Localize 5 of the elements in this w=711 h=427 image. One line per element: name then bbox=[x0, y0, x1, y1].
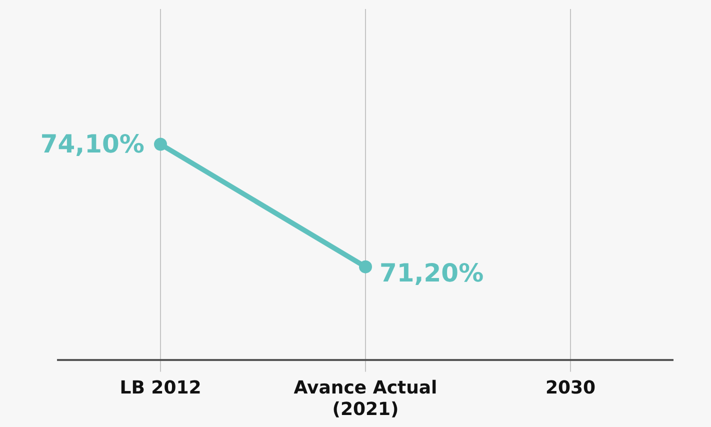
x-tick-label: Avance Actual (2021) bbox=[294, 377, 438, 420]
x-tick-label: LB 2012 bbox=[120, 377, 202, 398]
data-label: 74,10% bbox=[40, 130, 144, 159]
x-tick-label: 2030 bbox=[545, 377, 596, 398]
data-label: 71,20% bbox=[380, 258, 484, 288]
